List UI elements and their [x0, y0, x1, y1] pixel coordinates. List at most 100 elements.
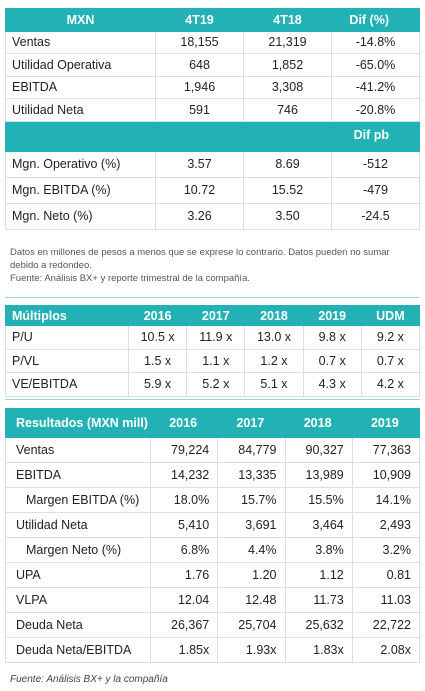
value-cell: 746: [243, 98, 332, 122]
header-cell: [5, 120, 156, 152]
value-cell: 3,464: [284, 512, 353, 538]
value-cell: 25,632: [284, 612, 353, 638]
value-cell: 0.81: [351, 562, 421, 588]
header-cell: Dif (%): [331, 8, 420, 32]
label-cell: Utilidad Neta: [5, 98, 156, 122]
header-cell: 4T19: [155, 8, 244, 32]
value-cell: 1,946: [155, 75, 244, 99]
note-line: Fuente: Análisis BX+ y reporte trimestra…: [10, 273, 250, 284]
header-cell: 2018: [284, 408, 353, 438]
data-row: Margen EBITDA (%) 18.0% 15.7% 15.5% 14.1%: [5, 487, 421, 513]
value-cell: -20.8%: [331, 98, 420, 122]
value-cell: 591: [155, 98, 244, 122]
header-cell: 2019: [351, 408, 421, 438]
value-cell: 26,367: [149, 612, 219, 638]
value-cell: 1.85x: [149, 637, 219, 663]
header-cell: MXN: [5, 8, 156, 32]
header-cell: Resultados (MXN mill): [5, 408, 151, 438]
value-cell: 13,335: [217, 462, 286, 488]
header-cell: 2019: [302, 305, 362, 326]
value-cell: 5.1 x: [244, 372, 304, 397]
value-cell: 15.7%: [217, 487, 286, 513]
value-cell: 90,327: [284, 437, 353, 463]
results-table: Resultados (MXN mill) 2016 2017 2018 2019 Ven…: [5, 408, 421, 663]
footer-source: Fuente: Análisis BX+ y la compañía: [10, 674, 168, 685]
value-cell: 11.9 x: [186, 325, 246, 350]
value-cell: 1.76: [149, 562, 219, 588]
label-cell: Mgn. Neto (%): [5, 202, 156, 230]
value-cell: 4.4%: [217, 537, 286, 563]
value-cell: 18,155: [155, 30, 244, 54]
data-row: Utilidad Neta 591 746 -20.8%: [5, 98, 420, 122]
value-cell: 8.69: [243, 150, 332, 178]
value-cell: 22,722: [351, 612, 421, 638]
value-cell: 13,989: [284, 462, 353, 488]
label-cell: Mgn. Operativo (%): [5, 150, 156, 178]
label-cell: Deuda Neta: [5, 612, 151, 638]
value-cell: 5.9 x: [127, 372, 188, 397]
data-row: EBITDA 1,946 3,308 -41.2%: [5, 75, 420, 99]
value-cell: 10.5 x: [127, 325, 188, 350]
value-cell: 1.83x: [284, 637, 353, 663]
data-row: Margen Neto (%) 6.8% 4.4% 3.8% 3.2%: [5, 537, 421, 563]
value-cell: 648: [155, 53, 244, 77]
value-cell: 5.2 x: [186, 372, 246, 397]
label-cell: EBITDA: [5, 75, 156, 99]
header-cell: 2016: [149, 408, 219, 438]
subheader-row: Dif pb: [5, 120, 420, 152]
value-cell: 3.8%: [284, 537, 353, 563]
value-cell: 0.7 x: [302, 348, 362, 373]
value-cell: 18.0%: [149, 487, 219, 513]
value-cell: 1.12: [284, 562, 353, 588]
header-cell: 2016: [127, 305, 188, 326]
value-cell: 9.2 x: [360, 325, 421, 350]
value-cell: 15.52: [243, 176, 332, 204]
data-row: Utilidad Operativa 648 1,852 -65.0%: [5, 53, 420, 77]
value-cell: -65.0%: [331, 53, 420, 77]
value-cell: 2.08x: [351, 637, 421, 663]
value-cell: 84,779: [217, 437, 286, 463]
value-cell: 15.5%: [284, 487, 353, 513]
divider: [5, 297, 420, 298]
note: Datos en millones de pesos a menos que s…: [10, 246, 415, 285]
value-cell: 3.50: [243, 202, 332, 230]
value-cell: 3,691: [217, 512, 286, 538]
data-row: Deuda Neta/EBITDA 1.85x 1.93x 1.83x 2.08x: [5, 637, 421, 663]
data-row: VE/EBITDA 5.9 x 5.2 x 5.1 x 4.3 x 4.2 x: [5, 372, 421, 397]
value-cell: 10.72: [155, 176, 244, 204]
header-cell: 2017: [186, 305, 246, 326]
label-cell: VLPA: [5, 587, 151, 613]
data-row: EBITDA 14,232 13,335 13,989 10,909: [5, 462, 421, 488]
value-cell: 12.48: [217, 587, 286, 613]
value-cell: -41.2%: [331, 75, 420, 99]
label-cell: Utilidad Neta: [5, 512, 151, 538]
data-row: P/VL 1.5 x 1.1 x 1.2 x 0.7 x 0.7 x: [5, 348, 421, 373]
value-cell: 1.5 x: [127, 348, 188, 373]
value-cell: 25,704: [217, 612, 286, 638]
header-cell: 2017: [217, 408, 286, 438]
value-cell: 13.0 x: [244, 325, 304, 350]
value-cell: 5,410: [149, 512, 219, 538]
value-cell: 79,224: [149, 437, 219, 463]
header-cell: Múltiplos: [5, 305, 129, 326]
header-cell: [243, 120, 332, 152]
value-cell: 0.7 x: [360, 348, 421, 373]
label-cell: Deuda Neta/EBITDA: [5, 637, 151, 663]
value-cell: 10,909: [351, 462, 421, 488]
label-cell: P/U: [5, 325, 129, 350]
label-cell: Margen Neto (%): [5, 537, 151, 563]
value-cell: 3.57: [155, 150, 244, 178]
header-cell: Dif pb: [331, 120, 420, 152]
data-row: Mgn. EBITDA (%) 10.72 15.52 -479: [5, 176, 420, 204]
header-cell: 2018: [244, 305, 304, 326]
label-cell: Margen EBITDA (%): [5, 487, 151, 513]
data-row: UPA 1.76 1.20 1.12 0.81: [5, 562, 421, 588]
value-cell: 1,852: [243, 53, 332, 77]
header-cell: UDM: [360, 305, 421, 326]
value-cell: 2,493: [351, 512, 421, 538]
value-cell: 1.93x: [217, 637, 286, 663]
data-row: Deuda Neta 26,367 25,704 25,632 22,722: [5, 612, 421, 638]
label-cell: Mgn. EBITDA (%): [5, 176, 156, 204]
value-cell: 77,363: [351, 437, 421, 463]
